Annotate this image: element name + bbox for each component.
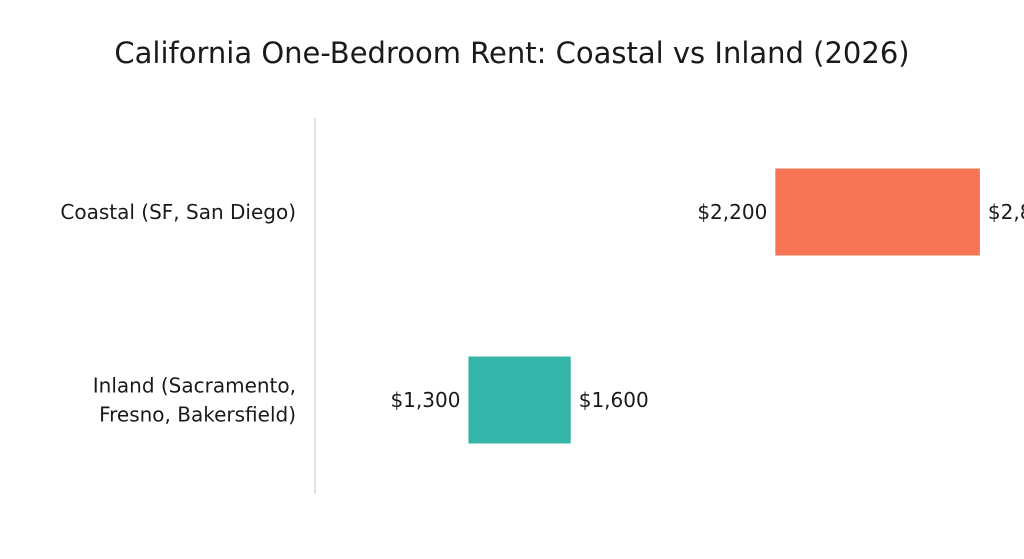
- category-label-coastal: Coastal (SF, San Diego): [60, 200, 296, 224]
- category-label-line: Coastal (SF, San Diego): [60, 200, 296, 224]
- category-label-inland: Inland (Sacramento, Fresno, Bakersfield): [93, 374, 296, 427]
- bar-inland: [468, 356, 571, 444]
- category-label-line: Fresno, Bakersfield): [99, 403, 296, 427]
- low-value-label-coastal: $2,200: [697, 200, 767, 224]
- bar-coastal: [775, 168, 980, 256]
- category-label-line: Inland (Sacramento,: [93, 374, 296, 398]
- high-value-label-coastal: $2,800: [988, 200, 1024, 224]
- chart-title: California One-Bedroom Rent: Coastal vs …: [114, 36, 909, 70]
- low-value-label-inland: $1,300: [390, 388, 460, 412]
- high-value-label-inland: $1,600: [579, 388, 649, 412]
- bars-group: $2,200 $2,800 Coastal (SF, San Diego) $1,30…: [60, 168, 1024, 444]
